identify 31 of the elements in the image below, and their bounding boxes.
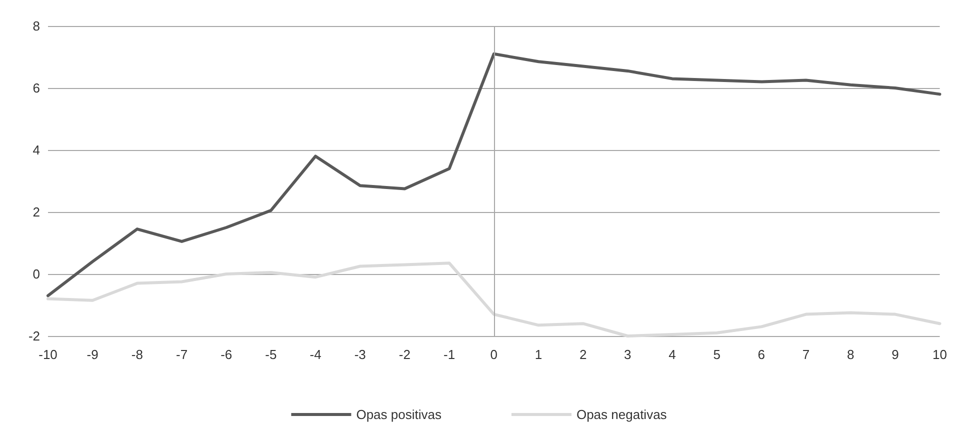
x-tick-label: -1 xyxy=(444,347,456,362)
line-series xyxy=(46,52,942,298)
y-tick-label: -2 xyxy=(28,328,40,344)
x-tick-label: 6 xyxy=(758,347,766,362)
x-tick-label: 5 xyxy=(713,347,720,362)
x-tick-label: -2 xyxy=(398,347,410,362)
legend-label: Opas positivas xyxy=(356,407,442,422)
x-tick-label: -10 xyxy=(38,347,58,362)
legend-label: Opas negativas xyxy=(576,407,668,422)
x-tick-label: 1 xyxy=(534,347,542,362)
y-tick-label: 4 xyxy=(32,142,40,158)
x-tick-label: 10 xyxy=(932,347,948,362)
x-tick-label: -9 xyxy=(86,347,98,362)
x-tick-label: 3 xyxy=(624,347,632,362)
x-tick-label: 4 xyxy=(668,347,676,362)
x-tick-label: 2 xyxy=(579,347,587,362)
x-tick-label: 0 xyxy=(490,347,498,362)
line-series xyxy=(46,262,942,338)
x-tick-label: -6 xyxy=(220,347,232,362)
x-tick-label: -4 xyxy=(310,347,322,362)
y-tick-label: 6 xyxy=(32,80,40,96)
y-tick-label: 0 xyxy=(32,266,40,282)
y-tick-label: 8 xyxy=(32,18,40,34)
x-tick-label: 9 xyxy=(892,347,899,362)
x-tick-label: -3 xyxy=(354,347,366,362)
x-tick-label: -8 xyxy=(131,347,143,362)
x-tick-label: 8 xyxy=(846,347,854,362)
x-tick-label: 7 xyxy=(802,347,810,362)
x-tick-label: -5 xyxy=(265,347,277,362)
x-tick-label: -7 xyxy=(176,347,188,362)
y-tick-label: 2 xyxy=(32,204,40,220)
